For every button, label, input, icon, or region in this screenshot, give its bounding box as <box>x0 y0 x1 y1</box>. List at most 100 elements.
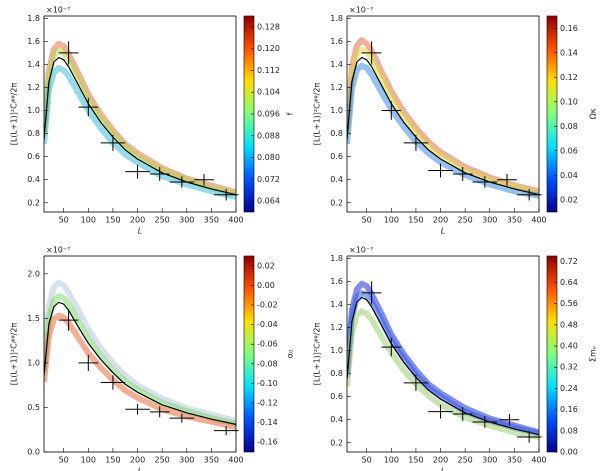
y-tick-label: 1.4 <box>27 60 40 69</box>
colorbar-label: f <box>286 112 295 115</box>
y-tick-label: 1.2 <box>330 323 343 332</box>
y-tick-label: 0.8 <box>27 129 40 138</box>
x-tick-label: 150 <box>105 456 120 465</box>
x-tick-label: 300 <box>179 216 194 225</box>
x-tick-label: 300 <box>482 456 497 465</box>
x-tick-label: 100 <box>384 456 399 465</box>
y-tick-label: 1.0 <box>330 106 343 115</box>
y-tick-label: 1.8 <box>330 254 343 263</box>
colorbar-tick-label: 0.12 <box>560 73 578 82</box>
colorbar-tick-label: 0.10 <box>560 97 578 106</box>
panel: 0.2 0.4 0.6 0.8 1.0 1.2 1.4 1.6 1.8 50 100 150 200 25… <box>10 6 295 236</box>
colorbar-tick-label: 0.128 <box>257 22 280 31</box>
y-tick-label: 1.4 <box>330 60 343 69</box>
x-axis-label: L <box>138 227 142 236</box>
x-axis-label: L <box>138 467 142 471</box>
colorbar-tick-label: 0.14 <box>560 48 578 57</box>
y-tick-label: 0.6 <box>330 392 343 401</box>
colorbar-tick-label: 0.088 <box>257 131 280 140</box>
plot-frame <box>346 255 540 453</box>
x-tick-label: 100 <box>81 456 96 465</box>
offset-label: ×10⁻⁷ <box>46 246 70 255</box>
curve <box>44 279 236 424</box>
x-tick-label: 200 <box>433 216 448 225</box>
colorbar-tick-label: 0.00 <box>560 448 578 457</box>
colorbar-tick-label: 0.48 <box>560 320 578 329</box>
colorbar-tick-label: 0.16 <box>560 405 578 414</box>
colorbar-tick-label: 0.64 <box>560 278 578 287</box>
colorbar-tick-label: -0.08 <box>257 359 278 368</box>
x-tick-label: 350 <box>507 216 522 225</box>
y-tick-label: 1.6 <box>330 277 343 286</box>
y-tick-label: 0.2 <box>330 438 343 447</box>
colorbar-label: Σmᵥ <box>589 346 598 362</box>
y-tick-label: 0.4 <box>27 175 40 184</box>
colorbar-tick-label: 0.080 <box>257 153 280 162</box>
y-tick-label: 1.6 <box>330 37 343 46</box>
x-tick-label: 400 <box>531 456 546 465</box>
colorbar-tick-label: -0.06 <box>257 340 278 349</box>
y-tick-label: 1.2 <box>330 83 343 92</box>
x-tick-label: 200 <box>433 456 448 465</box>
x-tick-label: 400 <box>531 216 546 225</box>
y-axis-label: [L(L+1)]²Cₗᵠᵠ/2π <box>313 323 322 386</box>
x-tick-label: 150 <box>408 216 423 225</box>
curve <box>44 301 236 425</box>
x-tick-label: 200 <box>130 456 145 465</box>
colorbar-tick-label: 0.40 <box>560 342 578 351</box>
plot-frame <box>346 15 540 213</box>
curve <box>347 62 539 199</box>
y-tick-label: 1.0 <box>330 346 343 355</box>
x-axis-label: L <box>441 227 445 236</box>
colorbar-tick-label: 0.72 <box>560 257 578 266</box>
x-tick-label: 350 <box>204 456 219 465</box>
curve <box>347 46 539 197</box>
panel: 0.2 0.4 0.6 0.8 1.0 1.2 1.4 1.6 1.8 50 100 150 200 25… <box>313 246 598 471</box>
colorbar-tick-label: -0.10 <box>257 379 278 388</box>
colorbar-tick-label: 0.072 <box>257 175 280 184</box>
y-tick-label: 1.6 <box>27 37 40 46</box>
x-axis-label: L <box>441 467 445 471</box>
colorbar-tick-label: 0.08 <box>560 426 578 435</box>
y-tick-label: 0.6 <box>330 152 343 161</box>
y-tick-label: 0.6 <box>27 152 40 161</box>
plot-frame <box>43 255 237 453</box>
curve <box>347 308 539 440</box>
panel: 0.0 0.5 1.0 1.5 2.0 50 100 150 200 250 300 350 400 L [… <box>10 246 295 471</box>
colorbar-tick-label: 0.02 <box>560 195 578 204</box>
panel: 0.2 0.4 0.6 0.8 1.0 1.2 1.4 1.6 1.8 50 100 150 200 25… <box>313 6 598 236</box>
y-axis-label: [L(L+1)]²Cₗᵠᵠ/2π <box>10 323 19 386</box>
colorbar-tick-label: 0.16 <box>560 24 578 33</box>
curve <box>44 64 236 200</box>
y-tick-label: 0.0 <box>27 448 40 457</box>
x-tick-label: 150 <box>105 216 120 225</box>
y-tick-label: 0.5 <box>27 403 40 412</box>
x-tick-label: 400 <box>228 456 243 465</box>
colorbar-tick-label: -0.16 <box>257 438 278 447</box>
colorbar-tick-label: 0.08 <box>560 122 578 131</box>
colorbar-tick-label: 0.104 <box>257 88 280 97</box>
x-tick-label: 400 <box>228 216 243 225</box>
colorbar-tick-label: -0.02 <box>257 301 278 310</box>
colorbar-tick-label: 0.04 <box>560 171 578 180</box>
y-tick-label: 1.8 <box>330 14 343 23</box>
y-axis-label: [L(L+1)]²Cₗᵠᵠ/2π <box>313 83 322 146</box>
y-tick-label: 0.2 <box>330 198 343 207</box>
y-tick-label: 0.4 <box>330 415 343 424</box>
curve <box>44 56 236 196</box>
plot-frame <box>43 15 237 213</box>
colorbar-tick-label: -0.12 <box>257 399 278 408</box>
curve <box>347 296 539 436</box>
colorbar-tick-label: 0.064 <box>257 197 280 206</box>
x-tick-label: 250 <box>155 456 170 465</box>
x-tick-label: 250 <box>458 456 473 465</box>
colorbar-tick-label: 0.06 <box>560 146 578 155</box>
colorbar-tick-label: -0.04 <box>257 320 278 329</box>
x-tick-label: 100 <box>81 216 96 225</box>
y-axis-label: [L(L+1)]²Cₗᵠᵠ/2π <box>10 83 19 146</box>
curve <box>44 47 236 197</box>
colorbar-tick-label: 0.02 <box>257 261 275 270</box>
offset-label: ×10⁻⁷ <box>349 246 373 255</box>
y-tick-label: 0.2 <box>27 198 40 207</box>
